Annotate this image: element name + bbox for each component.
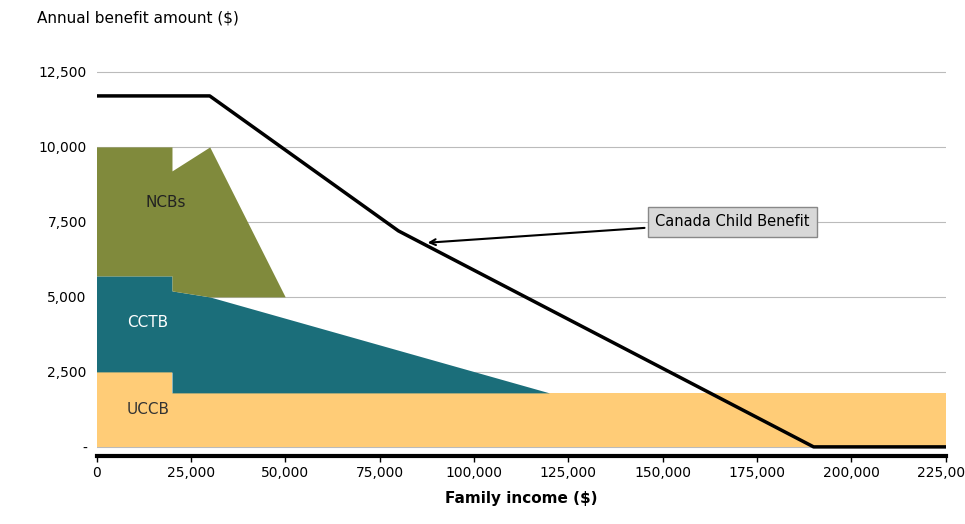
Text: Canada Child Benefit: Canada Child Benefit bbox=[430, 214, 810, 245]
Text: Annual benefit amount ($): Annual benefit amount ($) bbox=[37, 10, 239, 25]
X-axis label: Family income ($): Family income ($) bbox=[445, 492, 597, 506]
Text: NCBs: NCBs bbox=[146, 195, 186, 210]
Text: CCTB: CCTB bbox=[126, 315, 168, 330]
Text: UCCB: UCCB bbox=[126, 402, 170, 417]
